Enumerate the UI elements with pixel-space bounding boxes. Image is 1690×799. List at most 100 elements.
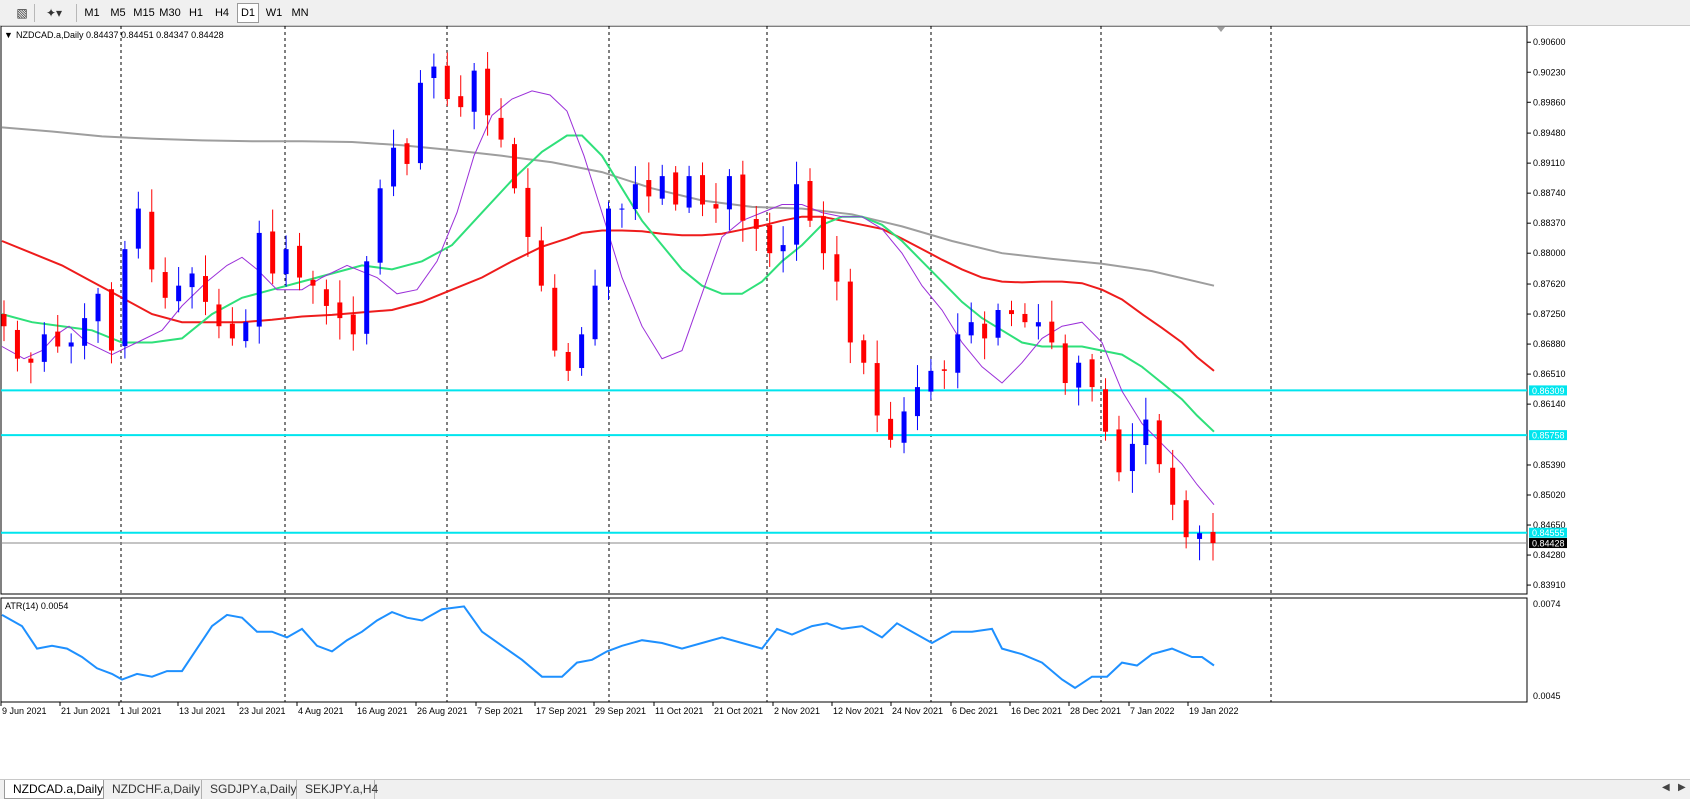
candle-bear — [310, 279, 316, 286]
price-axis-label: 0.90600 — [1533, 37, 1566, 47]
timeframe-m1-button[interactable]: M1 — [84, 7, 100, 19]
current-price-label: 0.84428 — [1532, 539, 1565, 549]
candle-bull — [955, 334, 961, 373]
candle-bull — [632, 184, 638, 210]
timeframe-mn-button[interactable]: MN — [291, 7, 309, 19]
level-price-box — [1529, 430, 1567, 441]
candle-bear — [1062, 343, 1068, 384]
timeframe-toolbar: ▧ ✦▾ M1 M5 M15 M30 H1 H4 D1 W1 MN — [0, 0, 1690, 26]
candle-bear — [1183, 500, 1189, 538]
time-axis-label: 28 Dec 2021 — [1070, 706, 1121, 716]
chart-tab[interactable]: NZDCHF.a,Daily — [104, 780, 202, 799]
timeframe-m15-button[interactable]: M15 — [133, 7, 155, 19]
candle-bull — [471, 70, 477, 112]
candle-bear — [538, 240, 544, 286]
time-axis-label: 21 Jun 2021 — [61, 706, 111, 716]
timeframe-m5-button[interactable]: M5 — [110, 7, 126, 19]
timeframe-h1-button[interactable]: H1 — [188, 7, 204, 19]
candle-bear — [552, 287, 558, 351]
chart-tab[interactable]: SEKJPY.a,H4 — [297, 780, 378, 799]
level-price-label: 0.86309 — [1532, 386, 1565, 396]
price-axis-label: 0.86140 — [1533, 399, 1566, 409]
candle-bear — [28, 358, 34, 363]
timeframe-m30-button[interactable]: M30 — [159, 7, 181, 19]
price-axis-label: 0.87250 — [1533, 309, 1566, 319]
candle-bull — [1197, 533, 1203, 539]
price-axis-label: 0.83910 — [1533, 580, 1566, 590]
candle-bear — [888, 418, 894, 440]
candle-bear — [941, 369, 947, 371]
candle-bull — [914, 387, 920, 417]
time-axis-label: 13 Jul 2021 — [179, 706, 226, 716]
candle-bull — [1143, 419, 1149, 446]
candle-bull — [41, 334, 47, 362]
price-axis-label: 0.86510 — [1533, 369, 1566, 379]
price-axis-label: 0.87620 — [1533, 279, 1566, 289]
timeframe-d1-button[interactable]: D1 — [237, 3, 259, 23]
candle-bull — [726, 176, 732, 210]
time-axis-label: 7 Sep 2021 — [477, 706, 523, 716]
tab-scroll-right-icon[interactable]: ▶ — [1678, 782, 1686, 793]
candle-bear — [1, 314, 7, 327]
candle-bear — [874, 363, 880, 416]
candle-bull — [364, 261, 370, 334]
candle-bull — [283, 249, 289, 275]
candle-bear — [337, 302, 343, 319]
time-axis-label: 4 Aug 2021 — [298, 706, 344, 716]
candle-bull — [176, 285, 182, 302]
text-tool-icon[interactable]: ▧ — [16, 6, 28, 20]
price-axis-label: 0.88370 — [1533, 218, 1566, 228]
tab-scroll-left-icon[interactable]: ◀ — [1662, 782, 1670, 793]
candle-bear — [847, 281, 853, 343]
candle-bear — [861, 340, 867, 363]
candle-bear — [753, 219, 759, 229]
time-axis-label: 19 Jan 2022 — [1189, 706, 1239, 716]
price-axis-label: 0.89110 — [1533, 158, 1565, 168]
candle-bear — [1210, 531, 1216, 544]
candle-bull — [659, 176, 665, 199]
candle-bear — [713, 204, 719, 209]
candle-bull — [1129, 443, 1135, 472]
candle-bear — [807, 181, 813, 221]
time-axis-label: 17 Sep 2021 — [536, 706, 587, 716]
candle-bull — [122, 249, 128, 347]
candle-bull — [968, 322, 974, 336]
time-axis-label: 16 Aug 2021 — [357, 706, 408, 716]
time-axis-label: 6 Dec 2021 — [952, 706, 998, 716]
atr-line — [1, 605, 1215, 690]
candle-bull — [619, 208, 625, 210]
candle-bull — [135, 208, 141, 249]
candle-bear — [1022, 313, 1028, 323]
candle-bear — [162, 272, 168, 298]
candle-bear — [820, 216, 826, 254]
level-price-box — [1529, 527, 1567, 538]
atr-label: ATR(14) 0.0054 — [5, 601, 68, 611]
price-axis-label: 0.84280 — [1533, 550, 1566, 560]
price-axis-label: 0.89480 — [1533, 128, 1566, 138]
candle-bull — [1035, 322, 1041, 327]
chart-tab[interactable]: SGDJPY.a,Daily — [202, 780, 297, 799]
timeframe-h4-button[interactable]: H4 — [214, 7, 230, 19]
time-axis-label: 1 Jul 2021 — [120, 706, 162, 716]
price-axis-label: 0.85390 — [1533, 460, 1566, 470]
symbol-collapse-icon: ▼ — [4, 30, 13, 40]
chart-canvas[interactable]: 0.90600 0.90230 0.89860 0.89480 0.89110 0.887… — [0, 0, 1690, 779]
candle-bear — [485, 68, 491, 116]
candle-bear — [525, 187, 531, 237]
shapes-tool-icon[interactable]: ✦▾ — [45, 6, 63, 20]
candle-bear — [350, 314, 356, 335]
candle-bull — [579, 334, 585, 369]
candle-bear — [1156, 420, 1162, 465]
chart-shift-marker — [1217, 27, 1225, 32]
candle-bear — [323, 289, 329, 306]
candle-bull — [68, 342, 74, 347]
candle-bear — [834, 254, 840, 282]
time-axis-label: 11 Oct 2021 — [655, 706, 703, 716]
candle-bull — [377, 188, 383, 263]
chart-tab[interactable]: NZDCAD.a,Daily — [4, 780, 104, 799]
timeframe-w1-button[interactable]: W1 — [265, 7, 283, 19]
time-axis-label: 9 Jun 2021 — [2, 706, 47, 716]
candle-bull — [928, 370, 934, 392]
candle-bear — [216, 304, 222, 327]
candle-bull — [417, 82, 423, 164]
